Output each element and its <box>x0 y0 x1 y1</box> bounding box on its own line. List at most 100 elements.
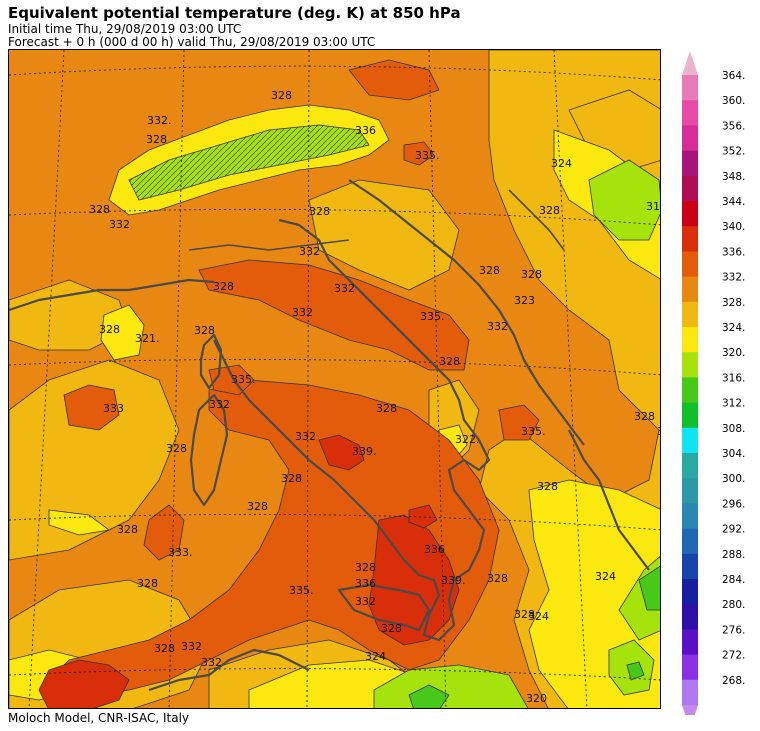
legend-level-label: 312. <box>722 398 745 410</box>
contour-label: 324 <box>365 650 386 663</box>
contour-label: 332 <box>295 430 316 443</box>
legend-swatch <box>682 427 698 454</box>
legend-swatch <box>682 301 698 328</box>
contour-label: 332 <box>209 398 230 411</box>
color-legend: 364. 360. 356. 352. 348. 344. 340. 336. 332. 328.… <box>670 45 760 729</box>
contour-label: 332 <box>487 320 508 333</box>
legend-level-label: 300. <box>722 473 745 485</box>
legend-level-label: 348. <box>722 171 745 183</box>
legend-swatch <box>682 604 698 630</box>
legend-level-label: 288. <box>722 549 745 561</box>
legend-level-label: 332. <box>722 272 745 284</box>
contour-label: 328 <box>537 480 558 493</box>
legend-level-label: 352. <box>722 146 745 158</box>
contour-label: 339. <box>352 445 377 458</box>
legend-top-arrow <box>682 51 698 75</box>
contour-label: 332 <box>292 306 313 319</box>
legend-level-label: 360. <box>722 95 745 107</box>
legend-level-label: 292. <box>722 524 745 536</box>
legend-swatch <box>682 654 698 681</box>
legend-swatch <box>682 553 698 580</box>
legend-swatch <box>682 327 698 353</box>
contour-label: 328 <box>309 205 330 218</box>
legend-level-label: 356. <box>722 120 745 132</box>
band-312 <box>408 565 660 708</box>
legend-swatch <box>682 402 698 429</box>
contour-label: 324 <box>528 610 549 623</box>
contour-label: 328 <box>89 203 110 216</box>
coastlines <box>9 179 650 692</box>
legend-swatch <box>682 251 698 278</box>
legend-swatch <box>682 150 698 177</box>
contour-label: 328 <box>213 280 234 293</box>
legend-level-label: 344. <box>722 196 745 208</box>
contour-label: 336 <box>424 543 445 556</box>
contour-label: 324 <box>551 157 572 170</box>
contour-label: 328 <box>146 133 167 146</box>
contour-label: 339. <box>441 574 466 587</box>
legend-level-label: 280. <box>722 599 745 611</box>
contour-label: 328 <box>634 410 655 423</box>
legend-level-label: 296. <box>722 498 745 510</box>
model-credit: Moloch Model, CNR-ISAC, Italy <box>8 711 190 725</box>
legend-swatch <box>682 276 698 303</box>
legend-swatch <box>682 226 698 252</box>
contour-labels: 332.328328336335.32833232832432831633232… <box>89 89 661 705</box>
map-title: Equivalent potential temperature (deg. K… <box>8 4 461 22</box>
contour-label: 328 <box>117 523 138 536</box>
legend-swatch <box>682 201 698 227</box>
legend-level-label: 320. <box>722 347 745 359</box>
band-336 <box>38 434 460 708</box>
legend-swatch <box>682 478 698 504</box>
legend-level-label: 340. <box>722 221 745 233</box>
legend-level-label: 272. <box>722 650 745 662</box>
contour-label: 333. <box>168 546 193 559</box>
contour-label: 328 <box>376 402 397 415</box>
initial-time: Initial time Thu, 29/08/2019 03:00 UTC <box>8 22 242 36</box>
contour-label: 322. <box>455 433 480 446</box>
legend-swatch <box>682 75 698 101</box>
contour-label: 335. <box>521 425 546 438</box>
contour-label: 328 <box>271 89 292 102</box>
contour-label: 332 <box>299 245 320 258</box>
forecast-validity: Forecast + 0 h (000 d 00 h) valid Thu, 2… <box>8 35 376 49</box>
contour-label: 328 <box>514 608 535 621</box>
contour-label: 316 <box>646 200 661 213</box>
color-legend-bar: 364. 360. 356. 352. 348. 344. 340. 336. 332. 328.… <box>682 51 745 729</box>
legend-swatch <box>682 377 698 404</box>
contour-label: 321. <box>135 332 160 345</box>
contour-label: 328 <box>479 264 500 277</box>
contour-label: 336 <box>355 124 376 137</box>
contour-label: 323 <box>514 294 535 307</box>
legend-swatch <box>682 503 698 530</box>
legend-bottom-arrow <box>682 705 698 729</box>
contour-label: 332 <box>355 595 376 608</box>
contour-label: 328 <box>521 268 542 281</box>
contour-label: 335. <box>289 584 314 597</box>
legend-level-label: 364. <box>722 70 745 82</box>
contour-label: 328 <box>381 622 402 635</box>
legend-level-label: 276. <box>722 624 745 636</box>
legend-level-label: 284. <box>722 574 745 586</box>
alpine-mask <box>108 104 390 216</box>
legend-swatch <box>682 352 698 378</box>
legend-level-label: 336. <box>722 246 745 258</box>
legend-swatch <box>682 453 698 479</box>
contour-label: 328 <box>539 204 560 217</box>
contour-label: 335. <box>415 149 440 162</box>
weather-map: 332.328328336335.32833232832432831633232… <box>8 49 661 709</box>
legend-swatch <box>682 679 698 706</box>
legend-level-label: 328. <box>722 297 745 309</box>
legend-level-label: 316. <box>722 372 745 384</box>
contour-label: 328 <box>137 577 158 590</box>
contour-label: 328 <box>487 572 508 585</box>
contour-label: 328 <box>281 472 302 485</box>
contour-label: 328 <box>194 324 215 337</box>
contour-field: 332.328328336335.32833232832432831633232… <box>9 50 661 708</box>
legend-level-label: 268. <box>722 675 745 687</box>
contour-label: 332 <box>201 656 222 669</box>
contour-label: 332. <box>147 114 172 127</box>
legend-swatch <box>682 579 698 605</box>
contour-label: 335. <box>420 310 445 323</box>
contour-label: 324 <box>657 425 661 438</box>
